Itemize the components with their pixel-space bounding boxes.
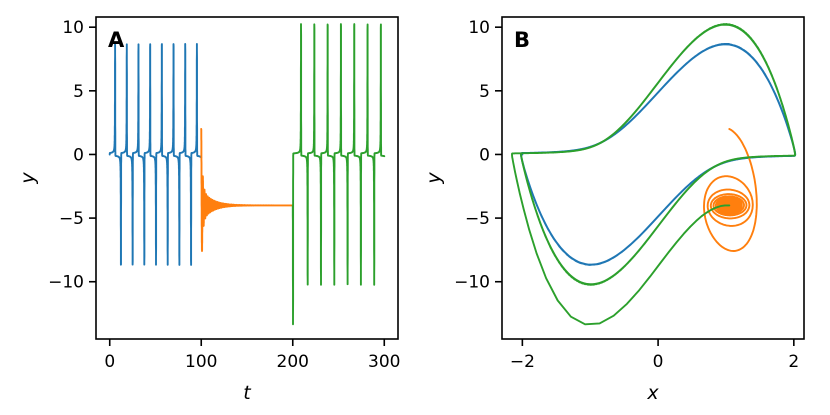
y-tick-label: −10 — [454, 273, 490, 293]
y-axis-label: y — [423, 172, 445, 185]
y-axis-label: y — [17, 172, 39, 185]
x-tick-label: 200 — [277, 352, 309, 372]
y-tick-label: 0 — [73, 145, 84, 165]
series-line-spiking-2 — [511, 23, 797, 326]
series-line-spiking-2 — [291, 23, 386, 326]
panel-label: A — [108, 28, 125, 52]
y-tick-label: −5 — [59, 209, 84, 229]
x-axis-label: t — [243, 382, 252, 404]
panel-b-plot: −2 0 2 −10 −5 0 5 10 x y B — [423, 16, 805, 404]
series-line-damped — [703, 128, 758, 252]
x-tick-label: 0 — [104, 352, 115, 372]
y-tick-label: −5 — [465, 209, 490, 229]
x-tick-label: 2 — [788, 352, 799, 372]
y-tick-label: 5 — [479, 82, 490, 102]
panel-a-plot: 0 100 200 300 −10 −5 0 5 10 t y A — [17, 16, 400, 404]
panel-label: B — [514, 28, 530, 52]
x-tick-label: 0 — [653, 352, 664, 372]
x-axis-label: x — [646, 382, 659, 404]
plot-area — [511, 23, 797, 326]
y-tick-label: 5 — [73, 82, 84, 102]
x-tick-label: −2 — [510, 352, 535, 372]
x-tick-label: 300 — [368, 352, 400, 372]
axes-spines — [95, 16, 399, 340]
x-tick-label: 100 — [185, 352, 217, 372]
y-tick-label: 0 — [479, 145, 490, 165]
plot-area — [108, 23, 386, 326]
y-tick-label: 10 — [468, 18, 490, 38]
series-line-spiking-1 — [520, 43, 797, 266]
axes-spines — [501, 16, 805, 340]
series-line-spiking-1 — [108, 43, 203, 266]
series-line-damped — [200, 128, 294, 252]
y-tick-label: 10 — [62, 18, 84, 38]
y-tick-label: −10 — [48, 273, 84, 293]
